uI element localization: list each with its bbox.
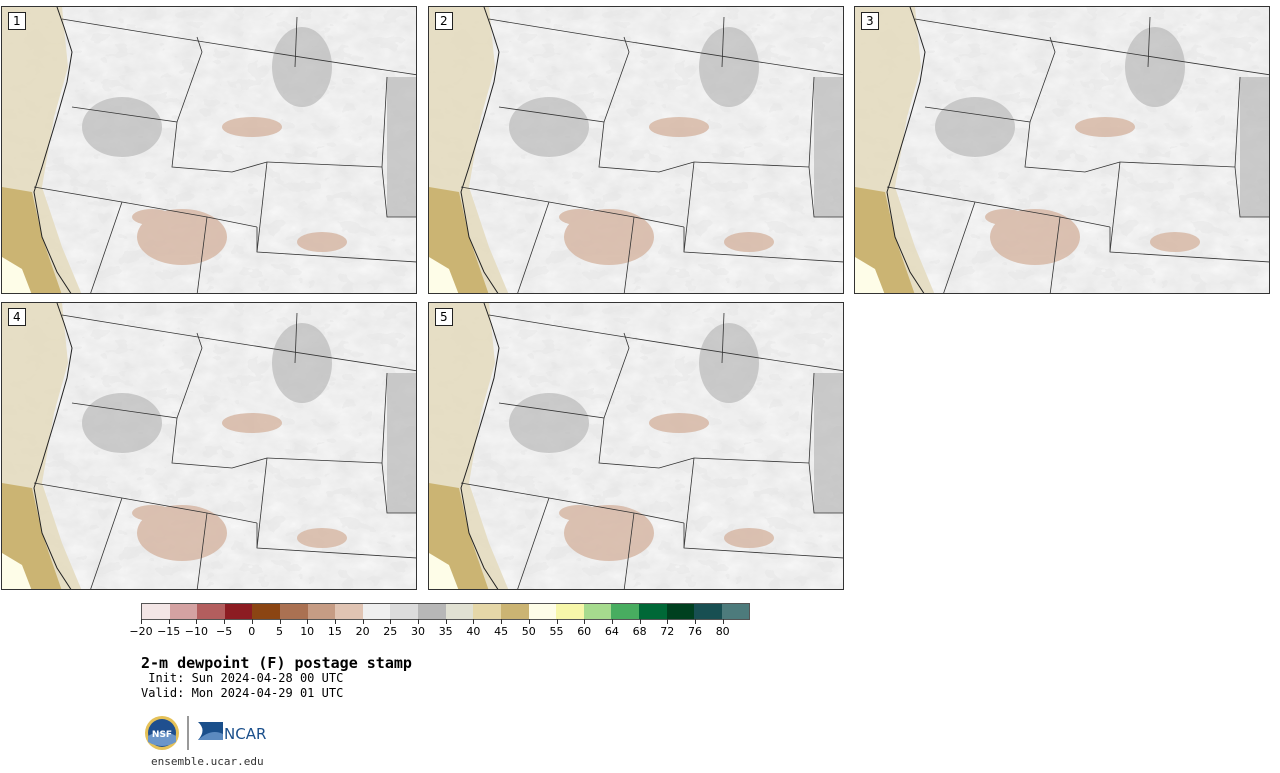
- map-panel-2: 2: [428, 6, 844, 294]
- colorbar-tick-label: −20: [129, 625, 153, 638]
- colorbar-tick-mark: [362, 619, 364, 624]
- colorbar-tick-mark: [556, 619, 558, 624]
- dewpoint-map: [429, 7, 844, 294]
- colorbar-tick-label: 15: [327, 625, 342, 638]
- nsf-logo-text: NSF: [152, 730, 172, 740]
- colorbar-tick-mark: [224, 619, 226, 624]
- colorbar-tick-mark: [695, 619, 696, 624]
- colorbar-tick-label: 60: [577, 625, 592, 638]
- colorbar-tick-mark: [418, 619, 419, 624]
- colorbar-tick-label: −5: [215, 625, 233, 638]
- colorbar-tick-mark: [445, 619, 447, 624]
- map-panel-5: 5: [428, 302, 844, 590]
- colorbar-tick-mark: [307, 619, 309, 624]
- colorbar-swatch: [280, 604, 308, 619]
- colorbar-tick-label: 10: [300, 625, 315, 638]
- colorbar-swatch: [445, 604, 474, 619]
- colorbar-tick-label: 35: [438, 625, 453, 638]
- colorbar-tick-label: 0: [248, 625, 256, 638]
- colorbar-swatch: [142, 604, 170, 619]
- colorbar-tick-label: 45: [494, 625, 509, 638]
- colorbar-tick-label: 50: [521, 625, 536, 638]
- colorbar-swatch: [556, 604, 584, 619]
- colorbar-tick-mark: [611, 619, 613, 624]
- colorbar-tick-label: 25: [383, 625, 398, 638]
- colorbar-tick-mark: [196, 619, 198, 624]
- colorbar-tick-mark: [584, 619, 586, 624]
- colorbar-tick-label: 64: [604, 625, 619, 638]
- colorbar-tick-label: 80: [715, 625, 730, 638]
- colorbar-swatch: [473, 604, 501, 619]
- colorbar-tick-mark: [667, 619, 669, 624]
- colorbar-tick-mark: [279, 619, 281, 624]
- panel-number-label: 4: [8, 308, 26, 326]
- source-url: ensemble.ucar.edu: [151, 755, 264, 768]
- colorbar-tick-label: 68: [632, 625, 647, 638]
- colorbar-tick-mark: [390, 619, 392, 624]
- colorbar-tick-mark: [251, 619, 253, 624]
- colorbar-swatch: [638, 604, 667, 619]
- colorbar-swatch: [335, 604, 363, 619]
- panel-number-label: 1: [8, 12, 26, 30]
- dewpoint-map: [2, 7, 417, 294]
- colorbar-swatch: [418, 604, 446, 619]
- colorbar-tick-label: −10: [184, 625, 208, 638]
- colorbar-swatch: [528, 604, 557, 619]
- colorbar-swatch: [362, 604, 391, 619]
- chart-title: 2-m dewpoint (F) postage stamp: [141, 654, 412, 672]
- map-panel-3: 3: [854, 6, 1270, 294]
- colorbar-swatch: [666, 604, 695, 619]
- dewpoint-colorbar: [141, 603, 751, 620]
- colorbar-tick-mark: [528, 619, 530, 624]
- colorbar-swatch: [252, 604, 281, 619]
- colorbar-swatch: [169, 604, 198, 619]
- colorbar-tick-label: 5: [276, 625, 283, 638]
- colorbar-tick-mark: [722, 619, 724, 624]
- dewpoint-map: [429, 303, 844, 590]
- colorbar-swatch: [224, 604, 253, 619]
- ncar-logo-text: NCAR: [224, 725, 266, 743]
- colorbar-tick-label: 20: [355, 625, 370, 638]
- colorbar-tick-label: 40: [466, 625, 481, 638]
- panel-number-label: 5: [435, 308, 453, 326]
- colorbar-swatch: [390, 604, 419, 619]
- colorbar-swatch: [611, 604, 639, 619]
- panel-number-label: 3: [861, 12, 879, 30]
- colorbar-swatch: [197, 604, 225, 619]
- colorbar-swatch: [307, 604, 336, 619]
- colorbar-swatch: [721, 604, 750, 619]
- colorbar-swatch: [500, 604, 529, 619]
- valid-time: Valid: Mon 2024-04-29 01 UTC: [141, 686, 344, 700]
- colorbar-swatch: [583, 604, 612, 619]
- colorbar-tick-mark: [141, 619, 142, 624]
- colorbar-tick-mark: [168, 619, 170, 624]
- logos: NSF NCAR: [145, 716, 266, 750]
- colorbar-tick-label: −15: [157, 625, 181, 638]
- colorbar-tick-mark: [334, 619, 336, 624]
- colorbar-tick-label: 30: [411, 625, 425, 638]
- map-panel-4: 4: [1, 302, 417, 590]
- colorbar-tick-label: 76: [688, 625, 702, 638]
- nsf-logo-icon: NSF: [145, 716, 179, 750]
- ncar-logo-icon: NCAR: [198, 722, 266, 743]
- colorbar-swatch: [694, 604, 722, 619]
- map-panel-1: 1: [1, 6, 417, 294]
- dewpoint-map: [855, 7, 1270, 294]
- panel-number-label: 2: [435, 12, 453, 30]
- init-time: Init: Sun 2024-04-28 00 UTC: [141, 671, 344, 685]
- colorbar-tick-mark: [639, 619, 641, 624]
- colorbar-tick-label: 55: [549, 625, 564, 638]
- dewpoint-map: [2, 303, 417, 590]
- colorbar-tick-mark: [473, 619, 475, 624]
- colorbar-tick-mark: [501, 619, 503, 624]
- colorbar-tick-label: 72: [660, 625, 675, 638]
